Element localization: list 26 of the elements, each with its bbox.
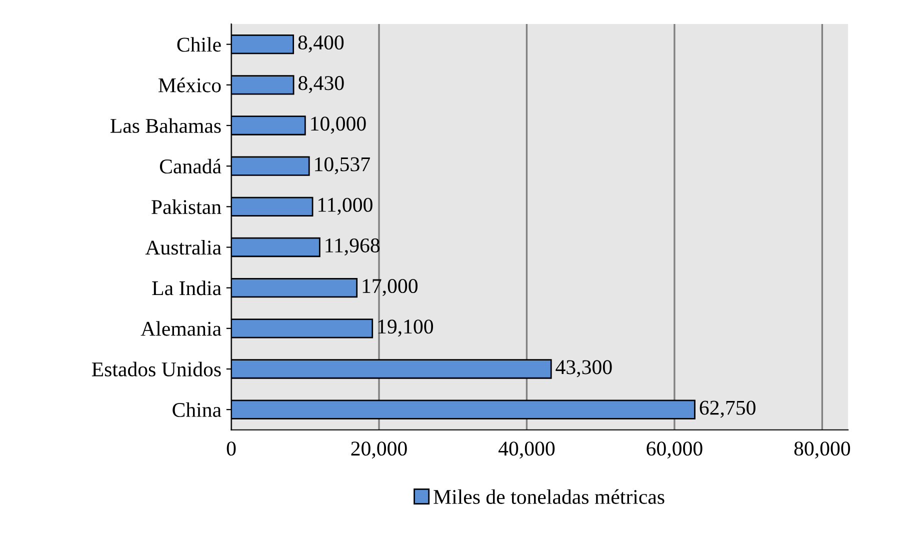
y-tick-label: China	[172, 402, 222, 418]
data-label: 8,400	[298, 35, 344, 53]
data-label: 43,300	[556, 360, 612, 378]
x-tick-label: 20,000	[351, 442, 407, 459]
data-label: 8,430	[298, 76, 344, 94]
y-tick-label: Alemania	[140, 321, 222, 336]
data-label: 10,000	[311, 116, 366, 134]
y-tick-label: México	[158, 78, 221, 92]
x-tick-label: 40,000	[498, 442, 555, 459]
y-tick-label: Las Bahamas	[110, 118, 221, 133]
legend-label: Miles de toneladas métricas	[434, 489, 664, 504]
data-label: 17,000	[362, 278, 418, 296]
data-label: 19,100	[378, 320, 434, 337]
y-tick-label: Australia	[145, 240, 222, 255]
data-label: 10,537	[315, 157, 370, 174]
data-label: 11,000	[318, 198, 372, 215]
x-tick-label: 80,000	[794, 442, 850, 459]
data-label: 11,968	[326, 238, 380, 256]
y-tick-label: Estados Unidos	[92, 362, 221, 376]
x-tick-label: 0	[226, 442, 236, 456]
y-tick-label: Chile	[177, 37, 221, 52]
y-tick-label: La India	[152, 280, 222, 296]
x-tick-label: 60,000	[646, 442, 702, 459]
y-tick-label: Canadá	[160, 158, 222, 174]
data-label: 62,750	[700, 400, 756, 418]
y-tick-label: Pakistan	[152, 199, 222, 214]
